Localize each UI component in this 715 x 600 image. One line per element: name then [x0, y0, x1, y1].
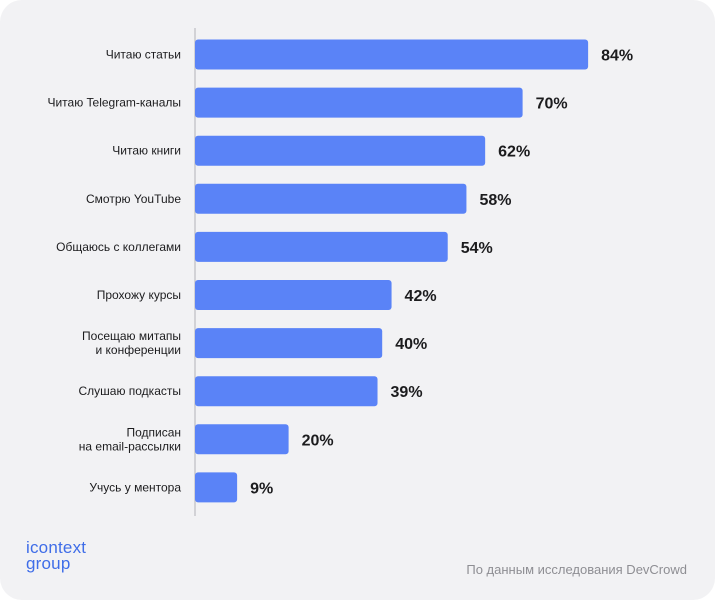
value-label: 39%	[391, 384, 423, 401]
category-label: Читаю книги	[112, 144, 181, 158]
value-label: 58%	[479, 192, 511, 209]
value-label: 84%	[601, 48, 633, 65]
category-label: Смотрю YouTube	[86, 192, 181, 206]
value-label: 9%	[250, 480, 273, 497]
value-label: 20%	[302, 432, 334, 449]
bar	[195, 424, 289, 455]
category-label: Учусь у ментора	[89, 480, 181, 494]
category-label: Посещаю митапы и конференции	[82, 329, 181, 357]
value-label: 42%	[405, 288, 437, 305]
category-label: Читаю Telegram-каналы	[47, 96, 181, 110]
bar	[195, 231, 448, 262]
category-label: Общаюсь с коллегами	[56, 240, 181, 254]
category-label: Подписан на email-рассылки	[79, 425, 181, 453]
bar	[195, 135, 486, 166]
bar	[195, 328, 383, 359]
bar	[195, 376, 378, 407]
source-note: По данным исследования DevCrowd	[466, 562, 687, 577]
value-label: 62%	[498, 144, 530, 161]
value-label: 40%	[395, 336, 427, 353]
brand-logo-line2: group	[26, 554, 71, 573]
category-label: Прохожу курсы	[97, 288, 181, 302]
value-label: 70%	[536, 96, 568, 113]
category-label: Слушаю подкасты	[78, 384, 181, 398]
brand-logo-line1: icontext	[26, 538, 87, 557]
value-label: 54%	[461, 240, 493, 257]
brand-logo: icontext group	[26, 538, 87, 573]
bar	[195, 87, 523, 118]
bar	[195, 183, 467, 214]
category-label: Читаю статьи	[106, 48, 181, 62]
bar	[195, 472, 238, 503]
bar	[195, 39, 589, 70]
bar	[195, 280, 392, 310]
